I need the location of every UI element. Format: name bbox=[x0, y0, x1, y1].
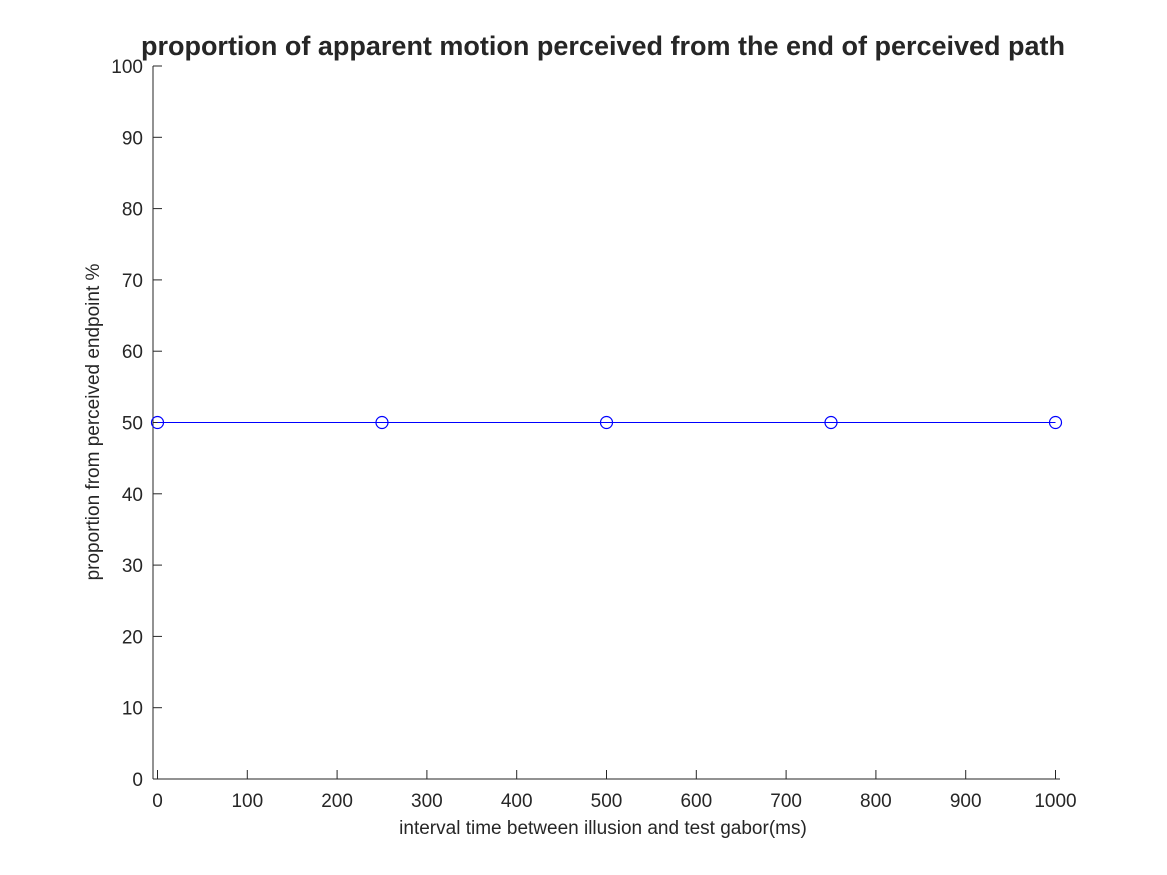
y-tick-label: 40 bbox=[122, 485, 143, 506]
data-point-marker bbox=[150, 415, 165, 430]
data-point-marker bbox=[1048, 415, 1063, 430]
y-tick-label: 70 bbox=[122, 271, 143, 292]
y-axis-label: proportion from perceived endpoint % bbox=[83, 263, 104, 580]
x-tick-label: 100 bbox=[231, 791, 263, 812]
x-ticks: 0 100 200 300 400 500 600 700 800 900 1000 bbox=[152, 770, 1077, 812]
x-tick-label: 200 bbox=[321, 791, 353, 812]
data-point-marker bbox=[599, 415, 614, 430]
y-tick-label: 100 bbox=[111, 57, 143, 78]
x-tick-label: 700 bbox=[770, 791, 802, 812]
y-tick-label: 20 bbox=[122, 627, 143, 648]
y-tick-label: 50 bbox=[122, 414, 143, 435]
y-tick-label: 80 bbox=[122, 200, 143, 221]
x-tick-label: 800 bbox=[860, 791, 892, 812]
y-ticks: 0 10 20 30 40 50 60 70 80 90 100 bbox=[111, 57, 162, 791]
y-tick-label: 90 bbox=[122, 128, 143, 149]
x-tick-label: 0 bbox=[152, 791, 163, 812]
x-tick-label: 900 bbox=[950, 791, 982, 812]
y-tick-label: 10 bbox=[122, 699, 143, 720]
y-tick-label: 60 bbox=[122, 342, 143, 363]
data-point-marker bbox=[375, 415, 389, 430]
y-tick-label: 30 bbox=[122, 556, 143, 577]
y-tick-label: 0 bbox=[132, 770, 143, 791]
x-axis-label: interval time between illusion and test … bbox=[399, 818, 807, 839]
x-tick-label: 500 bbox=[591, 791, 623, 812]
data-point-marker bbox=[824, 415, 838, 430]
series-layer bbox=[150, 415, 1063, 430]
x-tick-label: 600 bbox=[680, 791, 712, 812]
x-tick-label: 1000 bbox=[1034, 791, 1076, 812]
chart-title: proportion of apparent motion perceived … bbox=[141, 31, 1065, 61]
x-tick-label: 400 bbox=[501, 791, 533, 812]
x-tick-label: 300 bbox=[411, 791, 443, 812]
